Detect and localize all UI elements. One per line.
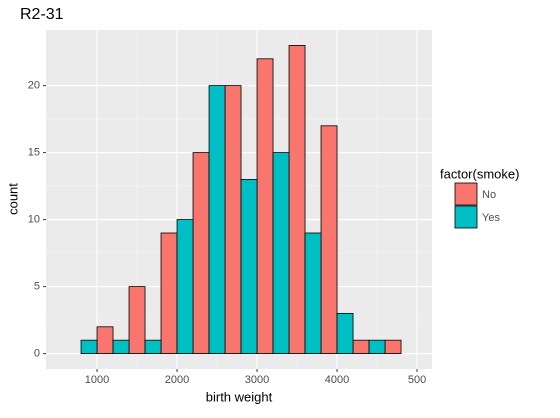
legend-key — [454, 182, 478, 206]
y-tick-label: 15 — [28, 147, 40, 159]
bar — [240, 179, 258, 354]
x-tick-label: 1000 — [85, 374, 109, 386]
y-tick-label: 20 — [28, 80, 40, 92]
legend-label: No — [482, 189, 496, 201]
x-tick-label: 500 — [408, 374, 426, 386]
bar — [96, 326, 114, 354]
bar — [224, 85, 242, 354]
bar — [80, 339, 98, 354]
y-tick-label: 5 — [34, 281, 40, 293]
chart-title: R2-31 — [20, 6, 64, 23]
x-tick-label: 2000 — [165, 374, 189, 386]
bar — [368, 339, 386, 354]
x-tick-label: 4000 — [325, 374, 349, 386]
bar — [128, 286, 146, 354]
y-tick-label: 10 — [28, 214, 40, 226]
x-tick-label: 3000 — [245, 374, 269, 386]
y-tick-label: 0 — [34, 347, 40, 359]
bar — [304, 232, 322, 354]
legend-label: Yes — [482, 212, 500, 224]
bar — [272, 152, 290, 354]
legend-key — [454, 205, 478, 229]
bar — [176, 219, 194, 354]
y-axis-label: count — [5, 183, 20, 215]
bar — [288, 45, 306, 354]
bar — [160, 232, 178, 354]
bar — [144, 339, 162, 354]
bar — [256, 58, 274, 354]
bar — [320, 125, 338, 354]
bar — [336, 312, 354, 354]
bar — [192, 152, 210, 354]
legend-title: factor(smoke) — [440, 166, 519, 181]
bar — [352, 339, 370, 354]
bar — [384, 339, 402, 354]
bar — [112, 339, 130, 354]
bar — [208, 85, 226, 354]
x-axis-label: birth weight — [206, 389, 273, 404]
